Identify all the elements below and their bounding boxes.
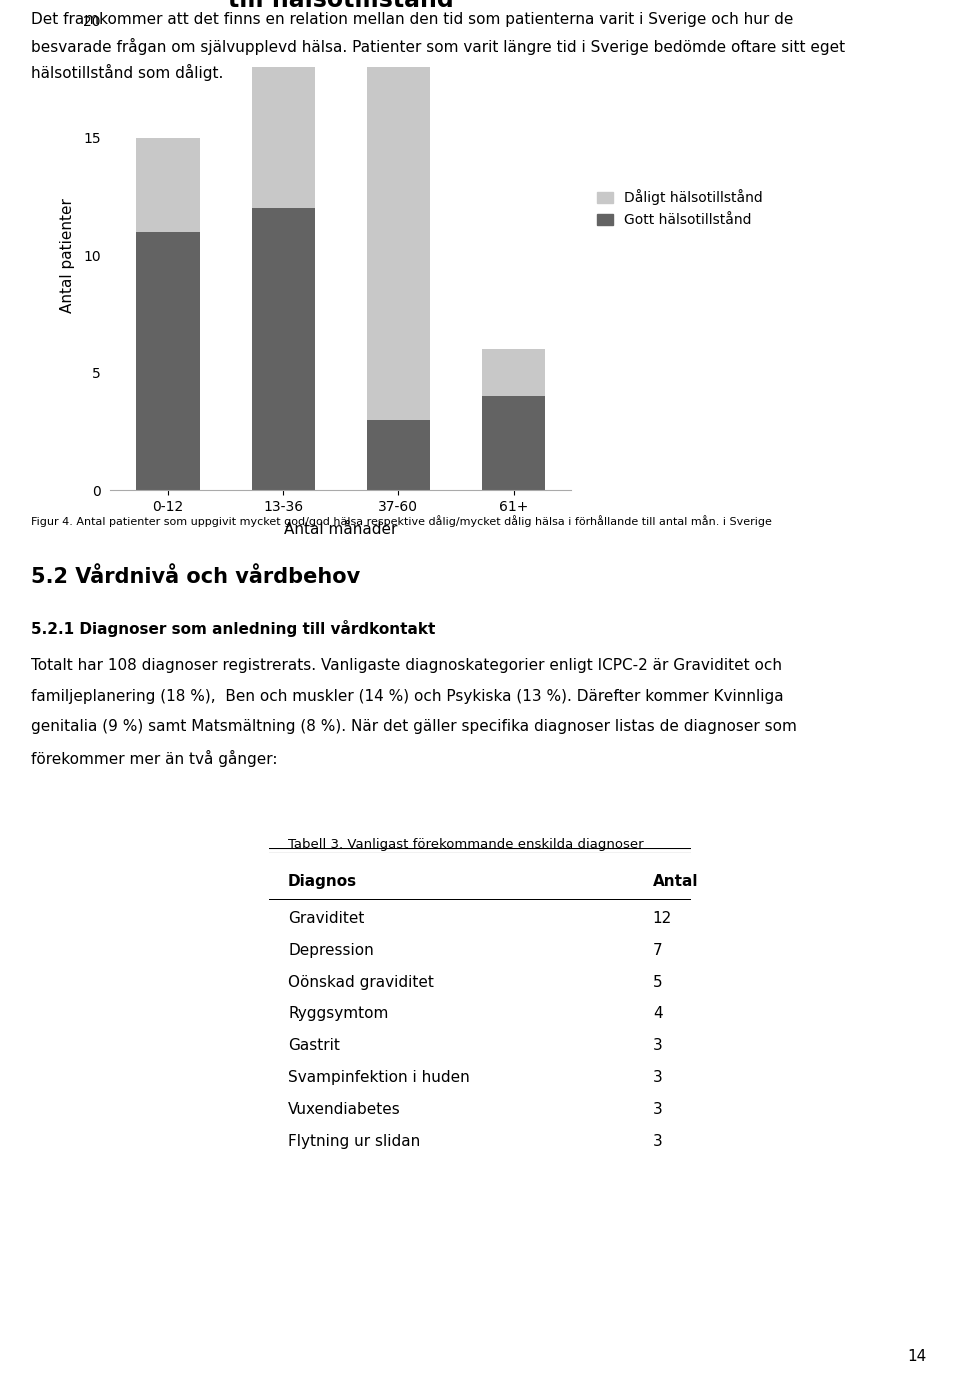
Text: besvarade frågan om självupplevd hälsa. Patienter som varit längre tid i Sverige: besvarade frågan om självupplevd hälsa. … (31, 39, 845, 55)
Text: Tabell 3. Vanligast förekommande enskilda diagnoser: Tabell 3. Vanligast förekommande enskild… (288, 838, 643, 851)
Text: 3: 3 (653, 1134, 662, 1149)
Text: hälsotillstånd som dåligt.: hälsotillstånd som dåligt. (31, 64, 223, 81)
Text: förekommer mer än två gånger:: förekommer mer än två gånger: (31, 750, 277, 766)
Bar (252, 68, 315, 209)
Bar (367, 68, 430, 420)
Text: Graviditet: Graviditet (288, 911, 365, 927)
Text: Figur 4. Antal patienter som uppgivit mycket god/god hälsa respektive dålig/myck: Figur 4. Antal patienter som uppgivit my… (31, 515, 772, 526)
Text: 5: 5 (653, 975, 662, 990)
Text: Totalt har 108 diagnoser registrerats. Vanligaste diagnoskategorier enligt ICPC-: Totalt har 108 diagnoser registrerats. V… (31, 659, 781, 674)
Text: Ryggsymtom: Ryggsymtom (288, 1007, 389, 1022)
Text: Vuxendiabetes: Vuxendiabetes (288, 1102, 400, 1117)
Text: Depression: Depression (288, 943, 373, 958)
Text: 14: 14 (907, 1349, 926, 1364)
Y-axis label: Antal patienter: Antal patienter (60, 197, 75, 312)
Text: 3: 3 (653, 1102, 662, 1117)
Bar (482, 396, 545, 490)
Text: Det framkommer att det finns en relation mellan den tid som patienterna varit i : Det framkommer att det finns en relation… (31, 12, 793, 28)
Text: Diagnos: Diagnos (288, 874, 357, 889)
Text: 3: 3 (653, 1070, 662, 1085)
Text: Svampinfektion i huden: Svampinfektion i huden (288, 1070, 469, 1085)
Bar (252, 209, 315, 490)
Text: familjeplanering (18 %),  Ben och muskler (14 %) och Psykiska (13 %). Därefter k: familjeplanering (18 %), Ben och muskler… (31, 689, 783, 704)
Bar (136, 138, 200, 232)
Text: genitalia (9 %) samt Matsmältning (8 %). När det gäller specifika diagnoser list: genitalia (9 %) samt Matsmältning (8 %).… (31, 720, 797, 735)
Text: Gastrit: Gastrit (288, 1039, 340, 1054)
Text: Flytning ur slidan: Flytning ur slidan (288, 1134, 420, 1149)
Bar (367, 420, 430, 490)
Title: Antal månader i Sverige i förhållande
till hälsotillstånd: Antal månader i Sverige i förhållande ti… (91, 0, 590, 11)
Text: Antal: Antal (653, 874, 698, 889)
Text: 5.2.1 Diagnoser som anledning till vårdkontakt: 5.2.1 Diagnoser som anledning till vårdk… (31, 620, 435, 637)
Bar (136, 232, 200, 490)
Bar (482, 349, 545, 396)
Legend: Dåligt hälsotillstånd, Gott hälsotillstånd: Dåligt hälsotillstånd, Gott hälsotillstå… (596, 189, 763, 228)
Text: 4: 4 (653, 1007, 662, 1022)
X-axis label: Antal månader: Antal månader (284, 522, 397, 537)
Text: 7: 7 (653, 943, 662, 958)
Text: 3: 3 (653, 1039, 662, 1054)
Text: 12: 12 (653, 911, 672, 927)
Text: 5.2 Vårdnivå och vårdbehov: 5.2 Vårdnivå och vårdbehov (31, 568, 360, 587)
Text: Oönskad graviditet: Oönskad graviditet (288, 975, 434, 990)
